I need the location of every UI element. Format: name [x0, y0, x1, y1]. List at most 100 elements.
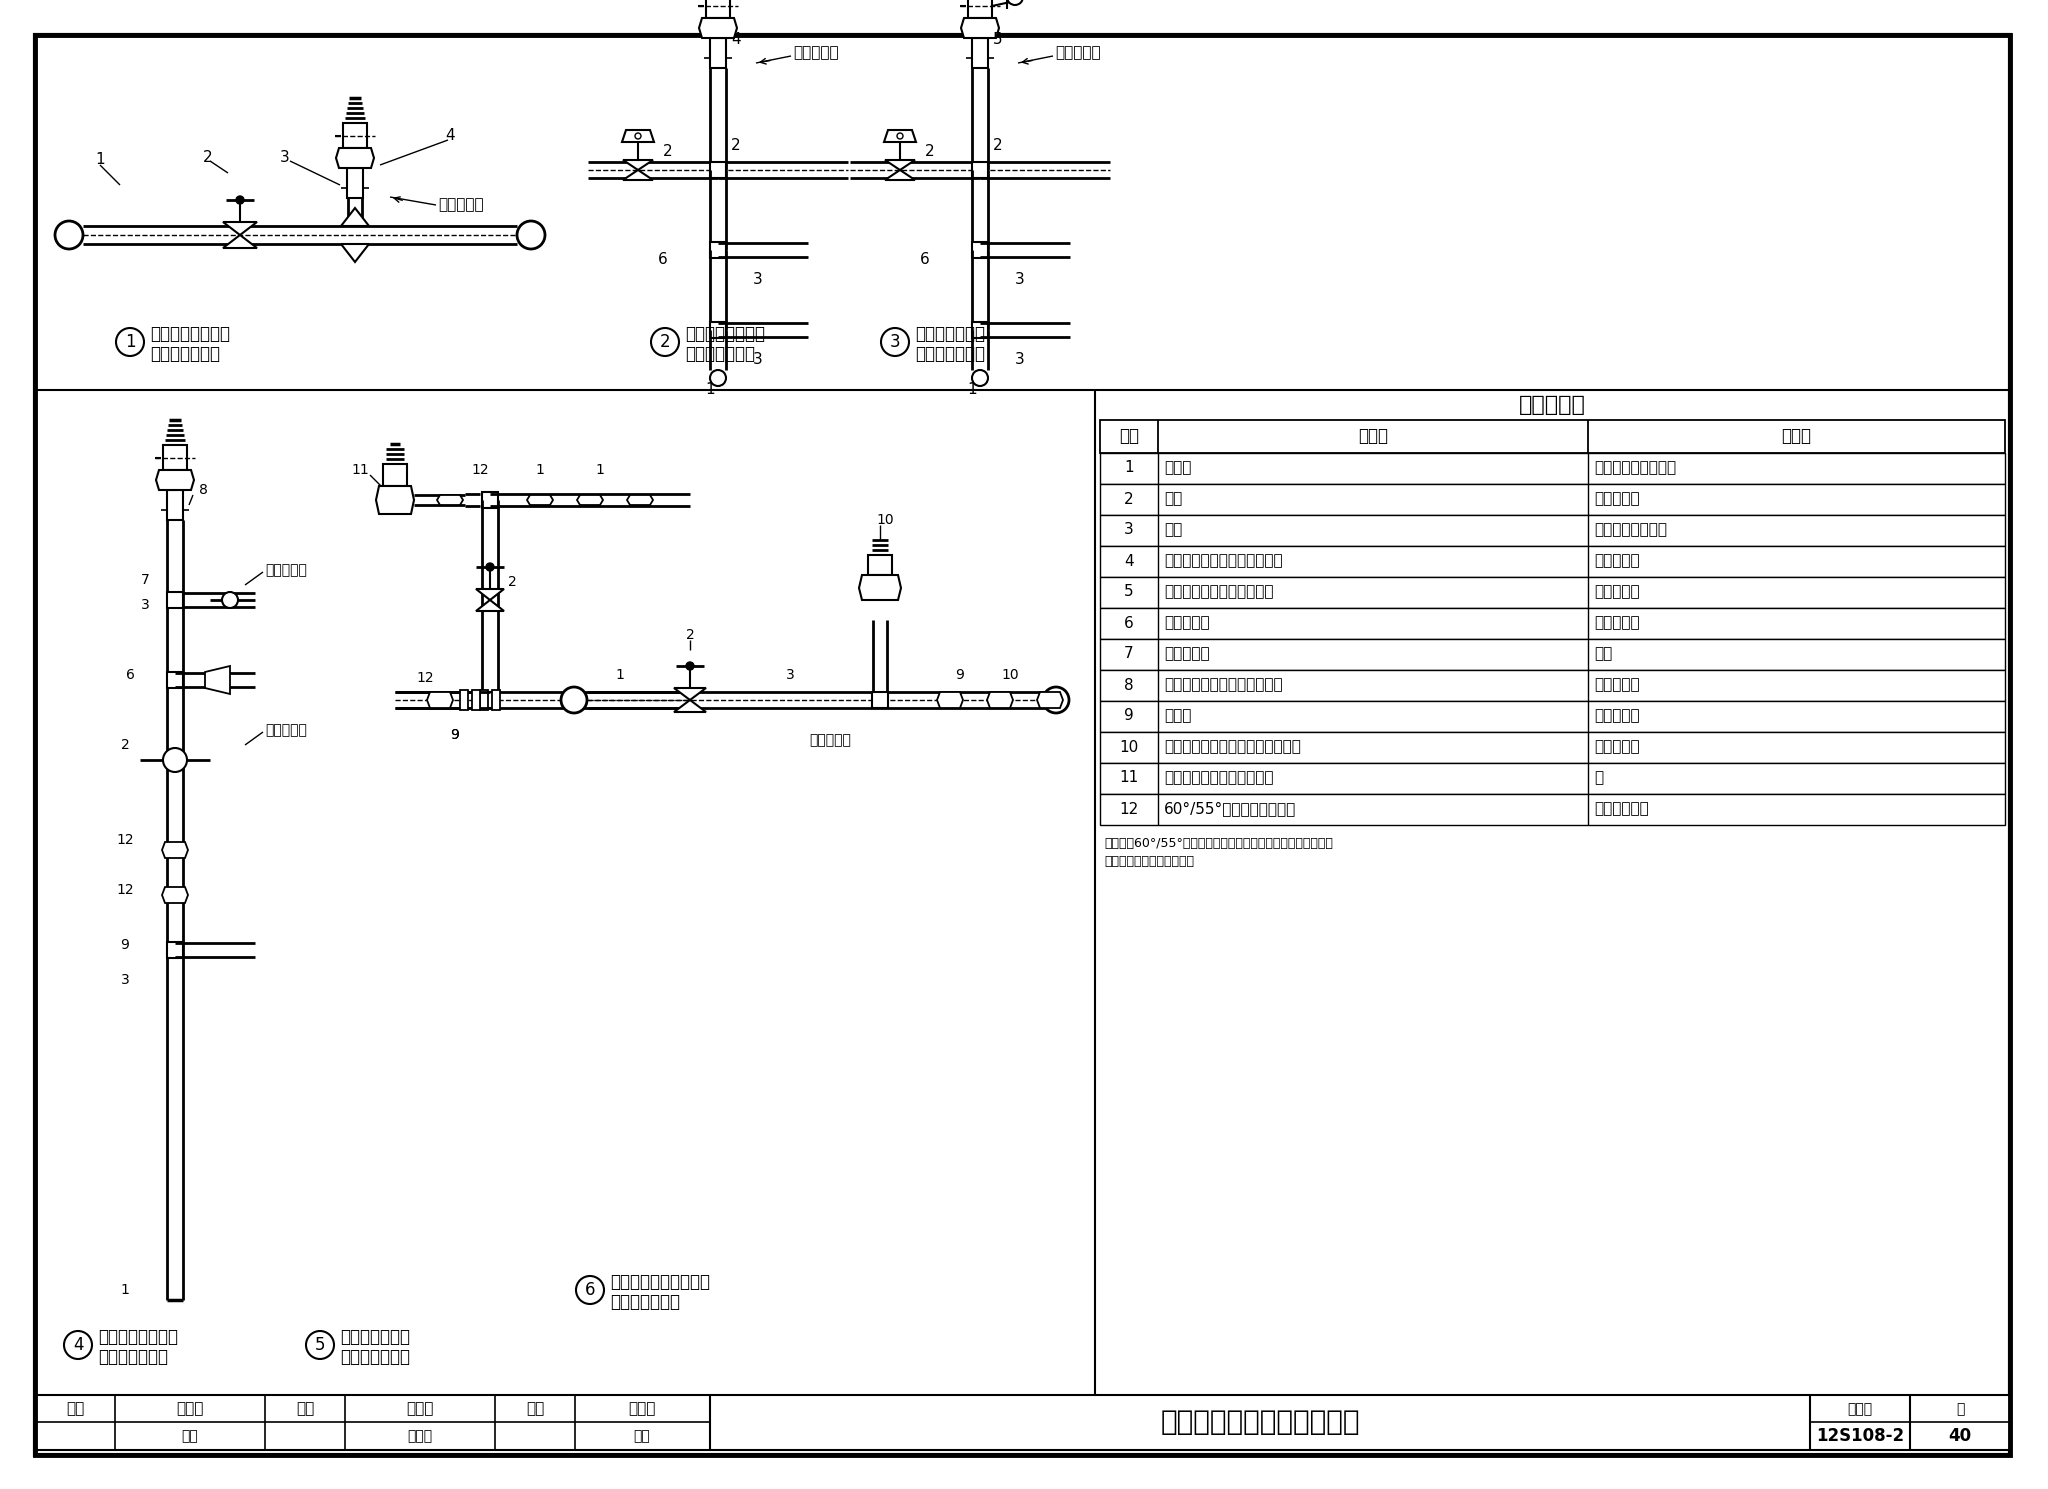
Text: 12S108-2: 12S108-2: [1817, 1426, 1905, 1444]
Text: 材　料: 材 料: [1782, 427, 1810, 445]
Bar: [168, 490, 182, 520]
Text: 3: 3: [281, 149, 291, 164]
Text: 金属: 金属: [1593, 646, 1612, 661]
Text: 1: 1: [616, 669, 625, 682]
Polygon shape: [623, 159, 653, 170]
Text: 1: 1: [121, 1284, 129, 1297]
Text: 12: 12: [117, 883, 133, 896]
Text: 序号: 序号: [1118, 427, 1139, 445]
Text: 图集号: 图集号: [1847, 1403, 1872, 1416]
Polygon shape: [623, 170, 653, 180]
Text: 2: 2: [731, 137, 741, 152]
Bar: [1100, 578, 2005, 608]
Text: 管顶形（大气型）真空破坏器: 管顶形（大气型）真空破坏器: [1163, 677, 1282, 692]
Polygon shape: [156, 471, 195, 490]
Text: 11: 11: [1120, 770, 1139, 786]
Polygon shape: [961, 18, 999, 39]
Text: 角形（大气型）真空破坏器: 角形（大气型）真空破坏器: [1163, 770, 1274, 786]
Text: 4: 4: [731, 33, 741, 48]
Text: 1: 1: [967, 383, 977, 398]
Text: 9: 9: [956, 669, 965, 682]
Text: 12: 12: [471, 463, 489, 476]
Polygon shape: [938, 692, 963, 707]
Polygon shape: [377, 485, 414, 514]
Text: 3: 3: [121, 972, 129, 987]
Text: 审核: 审核: [66, 1401, 84, 1416]
Text: 限公司产品时的连接配件。: 限公司产品时的连接配件。: [1104, 855, 1194, 868]
Circle shape: [897, 133, 903, 138]
Text: 注：表中60°/55°锥螺纹过渡内接头为采用沃茨（上海）管理有: 注：表中60°/55°锥螺纹过渡内接头为采用沃茨（上海）管理有: [1104, 837, 1333, 850]
Text: 10: 10: [1120, 740, 1139, 755]
Text: 2: 2: [926, 144, 934, 159]
Polygon shape: [623, 130, 653, 141]
Circle shape: [1042, 686, 1069, 713]
Circle shape: [686, 663, 694, 670]
Text: 3: 3: [141, 599, 150, 612]
Text: 3: 3: [1016, 353, 1024, 368]
Text: 2: 2: [203, 149, 213, 164]
Polygon shape: [885, 130, 915, 141]
Text: 60°/55°锥螺纹过渡内接头: 60°/55°锥螺纹过渡内接头: [1163, 801, 1296, 816]
Text: 4: 4: [1124, 554, 1135, 569]
Text: 进气口下沿: 进气口下沿: [264, 563, 307, 578]
Polygon shape: [674, 700, 707, 712]
Text: 给水管: 给水管: [1163, 460, 1192, 475]
Text: 9: 9: [1124, 709, 1135, 724]
Bar: [168, 593, 182, 608]
Text: 7: 7: [1124, 646, 1135, 661]
Text: 管顶形（大气型）: 管顶形（大气型）: [684, 325, 766, 342]
Bar: [711, 243, 725, 258]
Text: 9: 9: [121, 938, 129, 951]
Text: 10: 10: [877, 514, 893, 527]
Bar: [168, 943, 182, 957]
Text: 名　称: 名 称: [1358, 427, 1389, 445]
Text: 设计: 设计: [526, 1401, 545, 1416]
Polygon shape: [475, 600, 504, 610]
Polygon shape: [526, 494, 553, 505]
Text: 铜或不锈钢: 铜或不锈钢: [1593, 740, 1640, 755]
Bar: [481, 692, 498, 707]
Text: 管顶形（大气型）: 管顶形（大气型）: [98, 1328, 178, 1346]
Circle shape: [485, 563, 494, 570]
Text: 2: 2: [659, 334, 670, 351]
Text: 金属、塑料: 金属、塑料: [1593, 709, 1640, 724]
Bar: [973, 243, 987, 258]
Bar: [1100, 639, 2005, 670]
Bar: [471, 689, 479, 710]
Text: 进气口下沿: 进气口下沿: [793, 46, 838, 61]
Text: 排气（大气型）: 排气（大气型）: [915, 325, 985, 342]
Text: 6: 6: [920, 253, 930, 268]
Text: 1: 1: [537, 463, 545, 476]
Bar: [707, 0, 729, 18]
Polygon shape: [674, 688, 707, 700]
Text: 管顶形（大气型）: 管顶形（大气型）: [150, 325, 229, 342]
Text: 1: 1: [125, 334, 135, 351]
Polygon shape: [885, 159, 915, 170]
Text: 3: 3: [1124, 523, 1135, 538]
Text: 真空破坏器安装: 真空破坏器安装: [150, 345, 219, 363]
Text: 9: 9: [451, 728, 459, 742]
Bar: [973, 39, 987, 68]
Text: 水平直通形（大气型）真空破坏器: 水平直通形（大气型）真空破坏器: [1163, 740, 1300, 755]
Text: 5: 5: [993, 33, 1004, 48]
Bar: [1100, 701, 2005, 733]
Text: 2: 2: [1124, 491, 1135, 506]
Bar: [973, 162, 987, 179]
Text: 进气口下沿: 进气口下沿: [264, 724, 307, 737]
Text: 排气（大气型）真空破坏器: 排气（大气型）真空破坏器: [1163, 585, 1274, 600]
Circle shape: [711, 369, 725, 386]
Text: 40: 40: [1948, 1426, 1972, 1444]
Text: 阀门: 阀门: [1163, 491, 1182, 506]
Text: 真空破坏器安装: 真空破坏器安装: [610, 1292, 680, 1310]
Text: 9: 9: [451, 728, 459, 742]
Polygon shape: [223, 235, 256, 249]
Text: 3: 3: [754, 272, 762, 287]
Text: 页: 页: [1956, 1403, 1964, 1416]
Text: 铜: 铜: [1593, 770, 1604, 786]
Polygon shape: [627, 494, 653, 505]
Text: 主要材料表: 主要材料表: [1518, 395, 1585, 415]
Text: 进气口下沿: 进气口下沿: [1055, 46, 1100, 61]
Text: 管顶形（大气型）真空破坏器: 管顶形（大气型）真空破坏器: [1163, 554, 1282, 569]
Polygon shape: [885, 170, 915, 180]
Polygon shape: [475, 590, 504, 600]
